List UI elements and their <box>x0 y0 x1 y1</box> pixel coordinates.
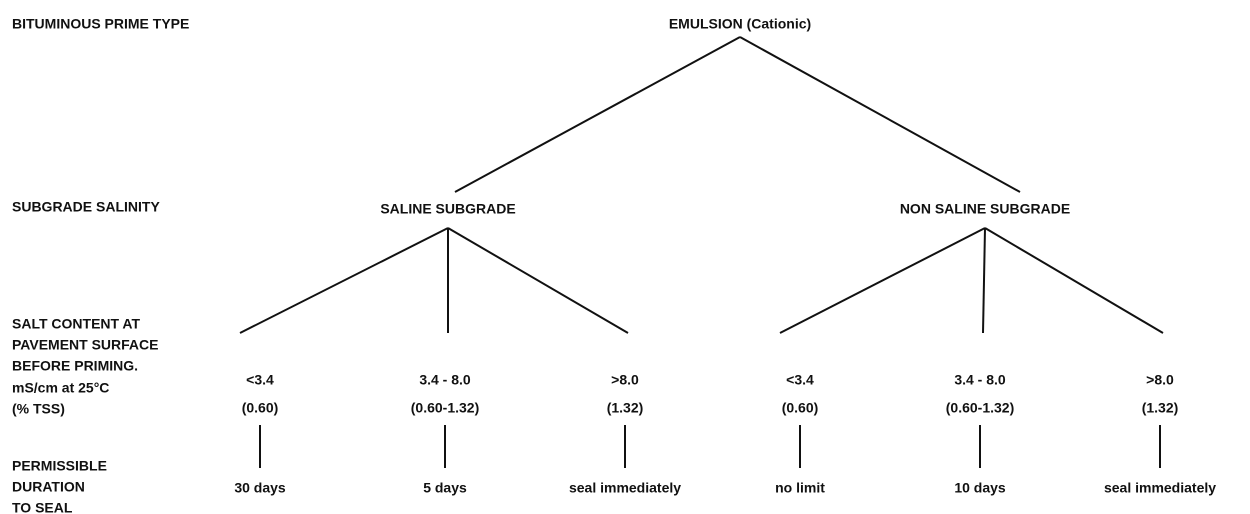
leaf-duration: 10 days <box>954 480 1006 496</box>
leaf-range: >8.0 <box>611 372 639 388</box>
leaf-tss: (0.60) <box>242 400 279 416</box>
connector <box>982 227 986 334</box>
leaf-duration: 5 days <box>423 480 467 496</box>
leaf-tss: (0.60) <box>782 400 819 416</box>
leaf-range: <3.4 <box>786 372 814 388</box>
branch-node: SALINE SUBGRADE <box>380 201 515 217</box>
leaf-range: <3.4 <box>246 372 274 388</box>
leaf-range: >8.0 <box>1146 372 1174 388</box>
row-label: BITUMINOUS PRIME TYPE <box>12 16 189 32</box>
leaf-duration: no limit <box>775 480 825 496</box>
row-label: (% TSS) <box>12 401 65 417</box>
row-label: SALT CONTENT AT <box>12 316 141 332</box>
row-label: TO SEAL <box>12 500 73 514</box>
row-label: DURATION <box>12 479 85 495</box>
leaf-range: 3.4 - 8.0 <box>954 372 1006 388</box>
connector <box>779 227 986 334</box>
connector <box>239 227 449 334</box>
leaf-tss: (0.60-1.32) <box>946 400 1014 416</box>
leaf-duration: 30 days <box>234 480 286 496</box>
connector <box>454 36 741 193</box>
connector <box>739 36 1021 193</box>
row-label: SUBGRADE SALINITY <box>12 199 160 215</box>
row-label: PERMISSIBLE <box>12 458 107 474</box>
leaf-duration: seal immediately <box>569 480 681 496</box>
leaf-duration: seal immediately <box>1104 480 1216 496</box>
leaf-tss: (0.60-1.32) <box>411 400 479 416</box>
leaf-range: 3.4 - 8.0 <box>419 372 471 388</box>
row-label: BEFORE PRIMING. <box>12 358 138 374</box>
leaf-tss: (1.32) <box>1142 400 1179 416</box>
connector <box>984 227 1164 334</box>
row-label: PAVEMENT SURFACE <box>12 337 159 353</box>
root-node: EMULSION (Cationic) <box>669 16 811 32</box>
connector <box>447 227 629 334</box>
branch-node: NON SALINE SUBGRADE <box>900 201 1070 217</box>
leaf-tss: (1.32) <box>607 400 644 416</box>
row-label: mS/cm at 25°C <box>12 380 109 396</box>
